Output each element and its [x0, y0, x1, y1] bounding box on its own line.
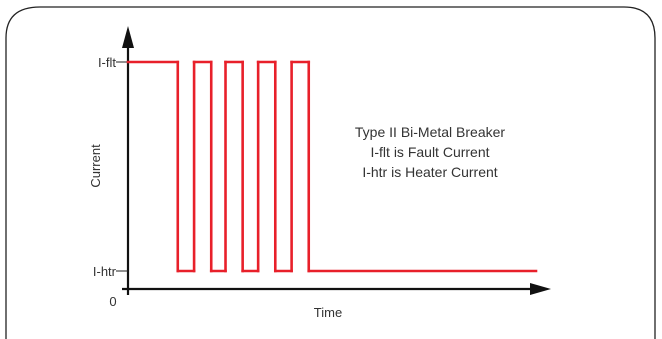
annotation-line: I-htr is Heater Current [362, 164, 497, 180]
chart-frame [5, 6, 656, 339]
origin-label: 0 [109, 294, 116, 309]
y-tick-label: I-flt [98, 55, 116, 70]
y-axis-title: Current [88, 144, 103, 188]
annotation-line: I-flt is Fault Current [370, 144, 489, 160]
x-axis-title: Time [314, 305, 342, 320]
y-tick-label: I-htr [93, 264, 117, 279]
x-axis-arrow [530, 283, 551, 295]
annotation-line: Type II Bi-Metal Breaker [355, 124, 506, 140]
y-axis-arrow [122, 26, 134, 48]
